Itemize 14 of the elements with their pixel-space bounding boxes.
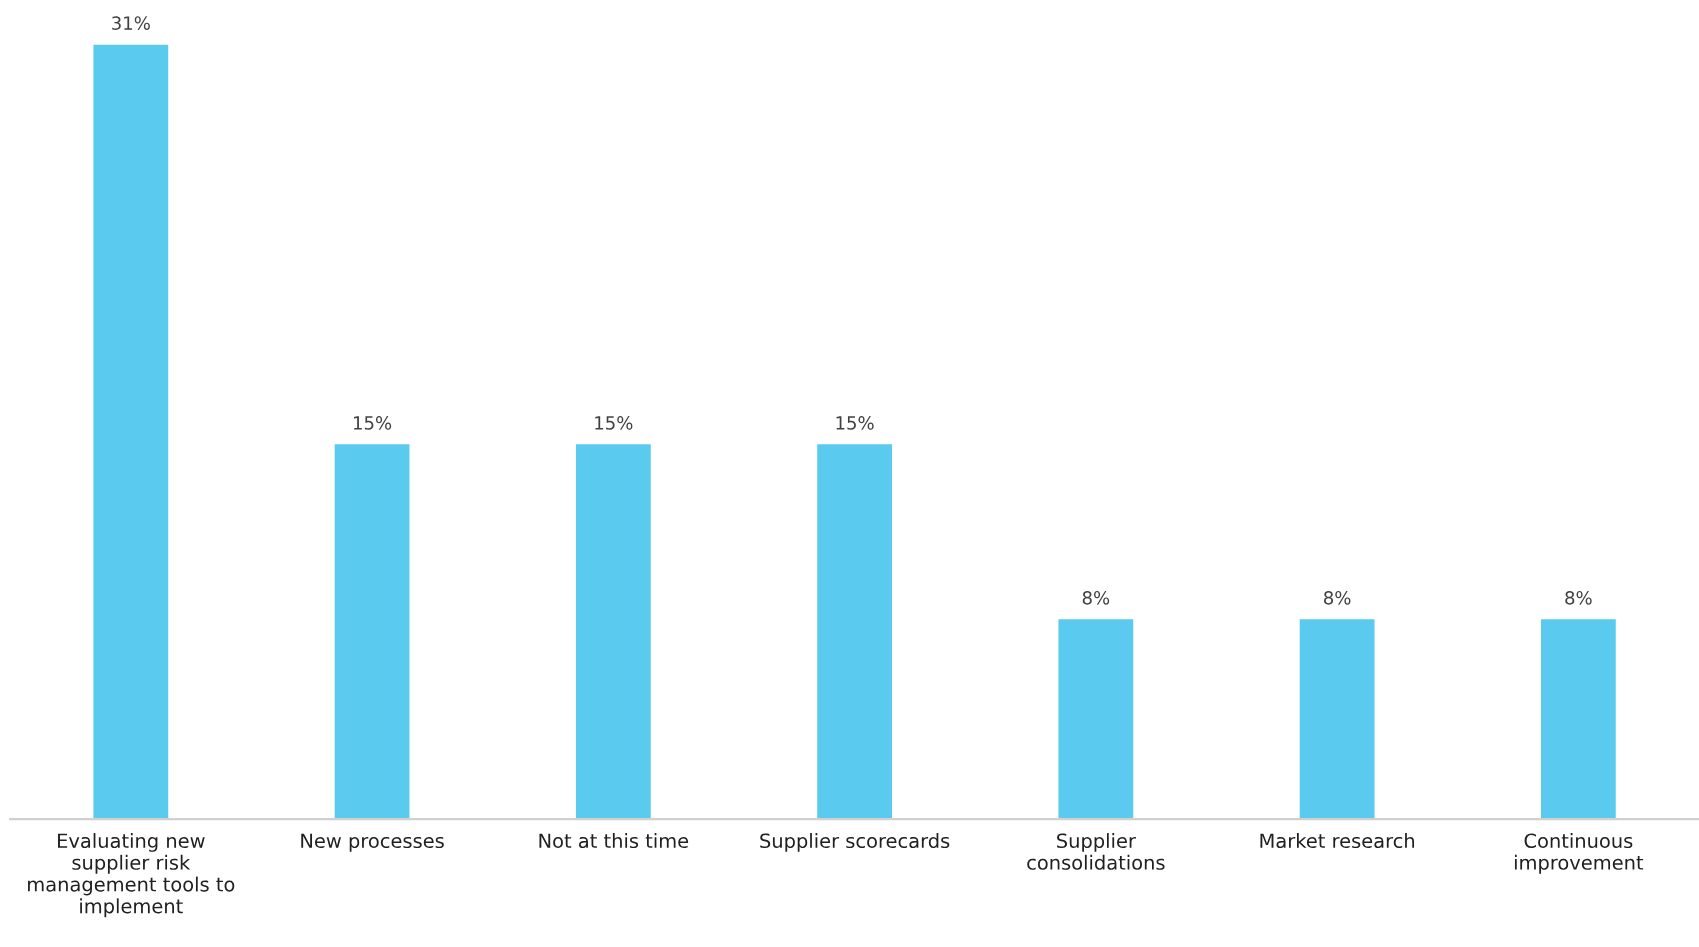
x-tick-label: Market research xyxy=(1260,833,1415,849)
data-label: 15% xyxy=(836,416,874,430)
data-label: 8% xyxy=(1324,590,1351,605)
data-label: 15% xyxy=(354,416,392,430)
data-label: 15% xyxy=(595,416,633,430)
data-label: 31% xyxy=(112,16,150,30)
data-label: 8% xyxy=(1565,590,1592,605)
x-tick-label: Supplier scorecards xyxy=(760,833,950,852)
x-tick-label: Supplier consolidations xyxy=(1027,833,1165,870)
x-tick-label: Continuous improvement xyxy=(1514,833,1644,874)
x-tick-label: Evaluating new supplier risk management tools to implement xyxy=(28,833,235,918)
x-tick-label: New processes xyxy=(301,833,444,852)
data-label: 8% xyxy=(1082,590,1110,605)
x-tick-label: Not at this time xyxy=(539,833,689,849)
